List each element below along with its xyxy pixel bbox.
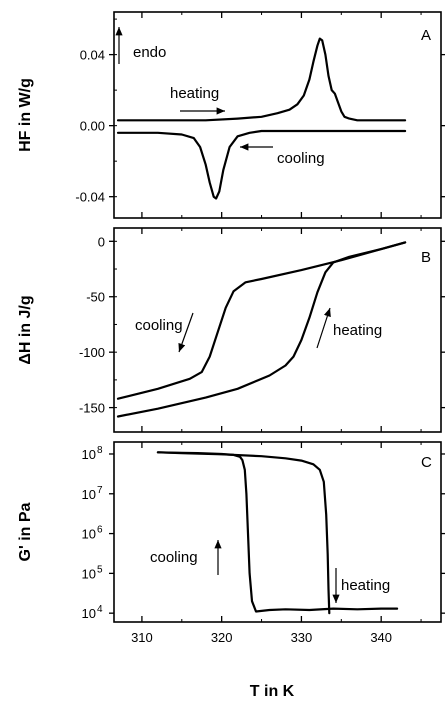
y-tick-label: 10	[82, 566, 96, 581]
x-tick-label: 310	[131, 630, 153, 645]
annotation: heating	[170, 85, 219, 102]
y-axis-label: G' in Pa	[17, 502, 34, 561]
y-tick-label: 10	[82, 487, 96, 502]
series-line-heating	[116, 37, 407, 122]
y-tick-label: -50	[86, 290, 105, 305]
y-tick-label: -100	[79, 345, 105, 360]
series-line-cooling	[156, 451, 399, 613]
x-tick-label: 320	[211, 630, 233, 645]
y-tick-exponent: 4	[97, 604, 103, 615]
y-tick-label: 0.04	[80, 48, 105, 63]
y-tick-label: 0.00	[80, 119, 105, 134]
panel-A-frame	[113, 11, 442, 219]
panel-letter: A	[421, 27, 431, 44]
y-tick-label: -0.04	[75, 190, 105, 205]
annotation: endo	[133, 44, 166, 61]
x-tick-label: 330	[291, 630, 313, 645]
series-line-heating	[116, 241, 407, 418]
annotation-arrow	[178, 312, 194, 353]
annotation: heating	[333, 322, 382, 339]
x-tick-label: 340	[370, 630, 392, 645]
annotation: heating	[341, 577, 390, 594]
y-tick-label: 10	[82, 447, 96, 462]
y-tick-exponent: 8	[97, 445, 103, 456]
y-tick-label: 0	[98, 234, 105, 249]
y-tick-label: 10	[82, 606, 96, 621]
annotation: cooling	[135, 317, 183, 334]
series-line-cooling	[116, 129, 407, 200]
y-tick-exponent: 7	[97, 485, 103, 496]
panel-letter: C	[421, 454, 432, 471]
panel-letter: B	[421, 249, 431, 266]
panel-B-frame	[113, 227, 442, 433]
annotation: cooling	[150, 549, 198, 566]
y-tick-exponent: 6	[97, 525, 103, 536]
panel-C-frame	[113, 441, 442, 623]
y-tick-label: -150	[79, 401, 105, 416]
series-line-heating	[156, 451, 331, 615]
y-axis-label: ΔH in J/g	[17, 295, 34, 364]
annotation: cooling	[277, 150, 325, 167]
y-tick-exponent: 5	[97, 564, 103, 575]
y-axis-label: HF in W/g	[17, 78, 34, 152]
x-axis-label: T in K	[250, 683, 295, 700]
y-tick-label: 10	[82, 527, 96, 542]
annotation-arrow	[316, 307, 331, 349]
